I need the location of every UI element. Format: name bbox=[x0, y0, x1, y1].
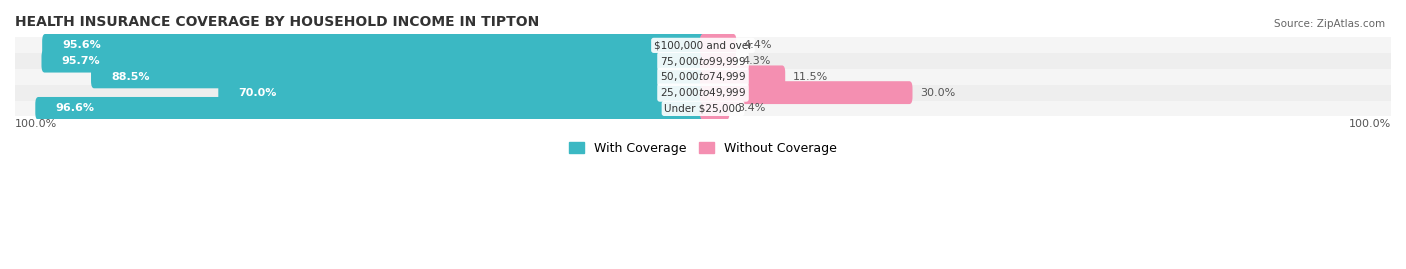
Text: Source: ZipAtlas.com: Source: ZipAtlas.com bbox=[1274, 19, 1385, 29]
Text: $75,000 to $99,999: $75,000 to $99,999 bbox=[659, 55, 747, 68]
FancyBboxPatch shape bbox=[35, 97, 706, 120]
FancyBboxPatch shape bbox=[700, 50, 735, 73]
Text: 30.0%: 30.0% bbox=[920, 88, 955, 98]
Text: HEALTH INSURANCE COVERAGE BY HOUSEHOLD INCOME IN TIPTON: HEALTH INSURANCE COVERAGE BY HOUSEHOLD I… bbox=[15, 15, 540, 29]
FancyBboxPatch shape bbox=[700, 34, 737, 57]
Text: 95.7%: 95.7% bbox=[62, 56, 100, 66]
Text: 3.4%: 3.4% bbox=[737, 103, 765, 114]
Text: $100,000 and over: $100,000 and over bbox=[654, 40, 752, 50]
Text: 100.0%: 100.0% bbox=[1348, 119, 1391, 129]
FancyBboxPatch shape bbox=[15, 53, 1391, 69]
FancyBboxPatch shape bbox=[42, 50, 706, 73]
FancyBboxPatch shape bbox=[15, 101, 1391, 116]
Text: 88.5%: 88.5% bbox=[111, 72, 150, 82]
FancyBboxPatch shape bbox=[91, 65, 706, 88]
FancyBboxPatch shape bbox=[700, 65, 785, 88]
FancyBboxPatch shape bbox=[700, 97, 730, 120]
FancyBboxPatch shape bbox=[15, 85, 1391, 101]
Legend: With Coverage, Without Coverage: With Coverage, Without Coverage bbox=[564, 137, 842, 160]
Text: $50,000 to $74,999: $50,000 to $74,999 bbox=[659, 70, 747, 83]
FancyBboxPatch shape bbox=[15, 37, 1391, 53]
Text: $25,000 to $49,999: $25,000 to $49,999 bbox=[659, 86, 747, 99]
FancyBboxPatch shape bbox=[15, 69, 1391, 85]
Text: 96.6%: 96.6% bbox=[56, 103, 94, 114]
FancyBboxPatch shape bbox=[42, 34, 706, 57]
Text: 4.4%: 4.4% bbox=[744, 40, 772, 50]
FancyBboxPatch shape bbox=[700, 81, 912, 104]
FancyBboxPatch shape bbox=[218, 81, 706, 104]
Text: 70.0%: 70.0% bbox=[239, 88, 277, 98]
Text: 4.3%: 4.3% bbox=[742, 56, 772, 66]
Text: 11.5%: 11.5% bbox=[793, 72, 828, 82]
Text: 95.6%: 95.6% bbox=[62, 40, 101, 50]
Text: 100.0%: 100.0% bbox=[15, 119, 58, 129]
Text: Under $25,000: Under $25,000 bbox=[664, 103, 742, 114]
